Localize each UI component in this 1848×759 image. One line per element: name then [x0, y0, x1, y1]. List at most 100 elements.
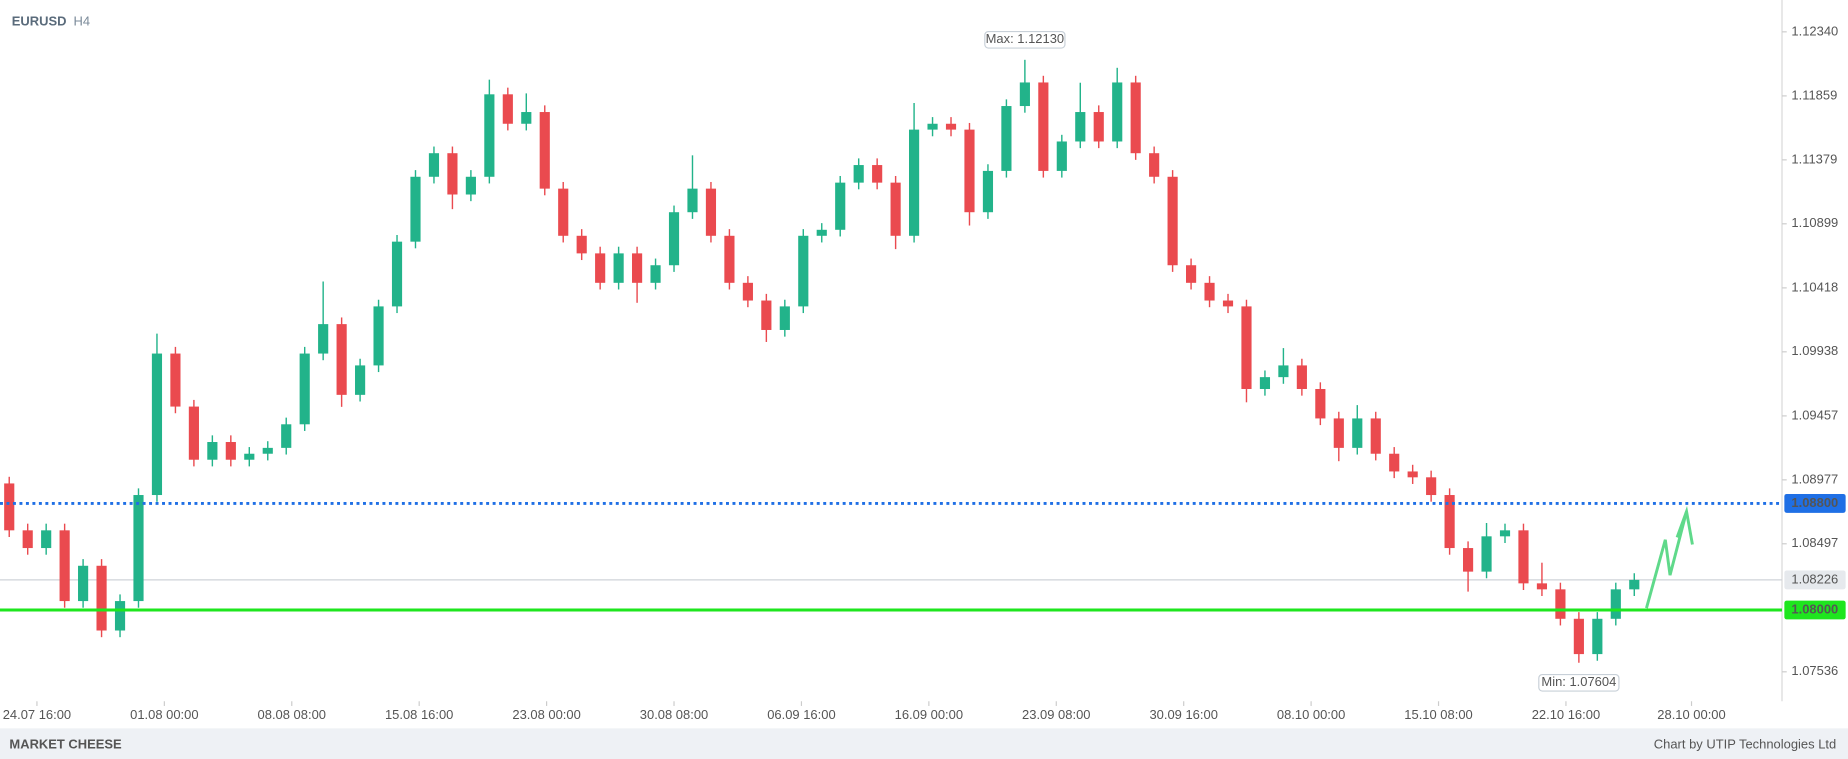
x-tick-label: 15.10 08:00	[1404, 707, 1472, 722]
candle-body	[558, 188, 569, 236]
last-price-box	[1784, 570, 1846, 590]
y-tick-label: 1.08977	[1791, 471, 1838, 486]
candle-body	[687, 188, 698, 213]
x-tick-label: 24.07 16:00	[3, 707, 71, 722]
candle-body	[1093, 112, 1104, 142]
candle-body	[299, 353, 310, 425]
x-tick-label: 30.09 16:00	[1149, 707, 1217, 722]
candle-body	[1149, 153, 1160, 177]
candle-body	[668, 212, 680, 266]
candle-body	[909, 129, 920, 236]
logo: MARKET CHEESE	[9, 736, 122, 751]
candle-body	[1241, 306, 1252, 389]
candle-body	[318, 324, 329, 354]
candle-body	[1112, 82, 1123, 142]
candle-body	[964, 129, 975, 213]
y-tick-label: 1.11379	[1791, 151, 1837, 166]
candle-body	[465, 176, 476, 195]
candle-body	[225, 442, 236, 460]
y-tick-label: 1.12340	[1791, 23, 1838, 38]
candle-body	[1592, 618, 1603, 655]
symbol: EURUSD	[12, 14, 67, 29]
candle-body	[336, 324, 347, 395]
x-tick-label: 23.09 08:00	[1022, 707, 1090, 722]
x-tick-label: 30.08 08:00	[640, 707, 708, 722]
candle-body	[391, 241, 403, 307]
y-tick-label: 1.08497	[1791, 535, 1838, 550]
y-tick-label: 1.10418	[1791, 279, 1838, 294]
candle-body	[1462, 548, 1474, 572]
candle-body	[1296, 365, 1307, 389]
candle-body	[1481, 536, 1492, 572]
candle-body	[1629, 579, 1640, 590]
candle-body	[4, 483, 15, 531]
candle-body	[705, 188, 717, 236]
y-tick-label: 1.09938	[1791, 343, 1838, 358]
candle-body	[22, 530, 33, 549]
candle-body	[835, 182, 846, 230]
candle-body	[1167, 176, 1178, 266]
candle-body	[945, 123, 957, 130]
candle-body	[1444, 495, 1455, 549]
x-tick-label: 16.09 00:00	[895, 707, 963, 722]
candle-body	[1130, 82, 1141, 154]
candle-body	[521, 112, 532, 124]
candle-body	[632, 253, 643, 283]
candle-body	[1499, 530, 1511, 537]
candle-body	[484, 94, 495, 177]
candle-body	[207, 442, 218, 460]
candle-body	[41, 530, 52, 549]
arrow-line	[1645, 511, 1688, 609]
y-tick-label: 1.07536	[1791, 663, 1838, 678]
x-tick-label: 22.10 16:00	[1532, 707, 1600, 722]
candle-body	[982, 170, 994, 213]
candle-body	[373, 306, 384, 366]
candle-body	[410, 176, 421, 242]
y-tick-label: 1.11859	[1791, 87, 1837, 102]
credit: Chart by UTIP Technologies Ltd	[1654, 736, 1836, 751]
candle-body	[779, 306, 790, 330]
candle-body	[1222, 300, 1234, 307]
candle-body	[447, 153, 458, 195]
y-tick-label: 1.09457	[1791, 407, 1838, 422]
candle-body	[1555, 589, 1566, 619]
x-tick-label: 08.10 00:00	[1277, 707, 1345, 722]
candle-body	[595, 253, 606, 283]
candle-body	[428, 153, 440, 177]
footer-bar	[0, 728, 1848, 759]
candle-body	[853, 165, 864, 183]
candle-body	[151, 353, 163, 496]
level-label: 1.08800	[1791, 495, 1838, 510]
candle-body	[1019, 82, 1030, 107]
x-tick-label: 06.09 16:00	[767, 707, 835, 722]
candle-body	[816, 229, 827, 236]
level-label-box	[1784, 600, 1846, 620]
candle-body	[872, 165, 883, 183]
min-label: Min: 1.07604	[1541, 674, 1616, 689]
max-label-box	[984, 30, 1066, 49]
level-label: 1.08000	[1791, 601, 1838, 616]
last-price-label: 1.08226	[1791, 571, 1838, 586]
candle-body	[502, 94, 513, 124]
forecast-arrow	[1645, 505, 1694, 609]
candle-body	[188, 406, 199, 460]
candle-body	[1407, 471, 1418, 478]
candle-body	[355, 365, 366, 395]
candle-body	[539, 112, 550, 189]
min-label-box	[1538, 673, 1620, 692]
candle-body	[1573, 618, 1584, 655]
candle-body	[59, 530, 70, 602]
candle-body	[890, 182, 901, 236]
candle-body	[1075, 112, 1086, 142]
candle-body	[1056, 141, 1067, 171]
candle-body	[1204, 282, 1215, 301]
candle-body	[1315, 388, 1326, 419]
candle-body	[78, 565, 89, 602]
candle-body	[1333, 418, 1344, 448]
level-label-box	[1784, 493, 1846, 513]
candle-body	[761, 300, 772, 330]
candle-body	[1001, 106, 1012, 171]
candle-body	[133, 495, 144, 602]
timeframe: H4	[74, 14, 91, 29]
